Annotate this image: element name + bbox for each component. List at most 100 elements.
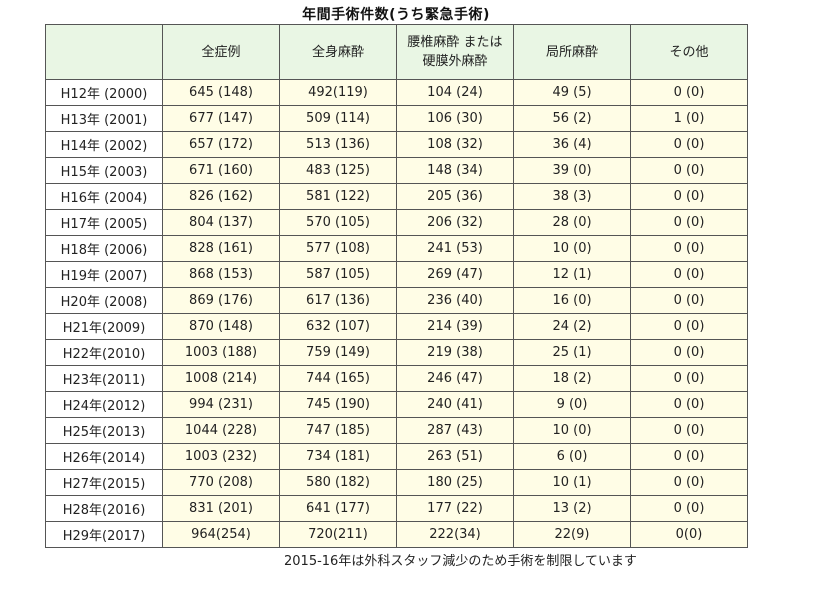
row-year: H19年 (2007) <box>45 261 163 288</box>
cell-general-anesthesia: 509 (114) <box>279 105 397 132</box>
table-row: H26年(2014) 1003 (232) 734 (181) 263 (51) 6 (… <box>45 443 748 470</box>
cell-total: 770 (208) <box>162 469 280 496</box>
cell-other: 1 (0) <box>630 105 748 132</box>
cell-total: 870 (148) <box>162 313 280 340</box>
footnote: 2015-16年は外科スタッフ減少のため手術を制限しています <box>284 554 637 569</box>
cell-other: 0 (0) <box>630 183 748 210</box>
cell-local-anesthesia: 16 (0) <box>513 287 631 314</box>
table-row: H19年 (2007) 868 (153) 587 (105) 269 (47) 12 … <box>45 261 748 288</box>
cell-general-anesthesia: 744 (165) <box>279 365 397 392</box>
row-year: H15年 (2003) <box>45 157 163 184</box>
cell-local-anesthesia: 24 (2) <box>513 313 631 340</box>
cell-general-anesthesia: 734 (181) <box>279 443 397 470</box>
cell-spinal-epidural: 241 (53) <box>396 235 514 262</box>
cell-general-anesthesia: 587 (105) <box>279 261 397 288</box>
header-general-anesthesia: 全身麻酔 <box>279 24 397 80</box>
table-row: H23年(2011) 1008 (214) 744 (165) 246 (47) 18 … <box>45 365 748 392</box>
row-year: H21年(2009) <box>45 313 163 340</box>
cell-general-anesthesia: 745 (190) <box>279 391 397 418</box>
row-year: H22年(2010) <box>45 339 163 366</box>
cell-other: 0 (0) <box>630 495 748 522</box>
header-spinal-epidural: 腰椎麻酔 または 硬膜外麻酔 <box>396 24 514 80</box>
cell-other: 0 (0) <box>630 131 748 158</box>
cell-total: 1003 (232) <box>162 443 280 470</box>
cell-total: 831 (201) <box>162 495 280 522</box>
table-row: H17年 (2005) 804 (137) 570 (105) 206 (32) 28 … <box>45 209 748 236</box>
cell-spinal-epidural: 269 (47) <box>396 261 514 288</box>
table-row: H14年 (2002) 657 (172) 513 (136) 108 (32) 36 … <box>45 131 748 158</box>
table-row: H21年(2009) 870 (148) 632 (107) 214 (39) 24 (… <box>45 313 748 340</box>
cell-total: 826 (162) <box>162 183 280 210</box>
cell-total: 869 (176) <box>162 287 280 314</box>
cell-general-anesthesia: 577 (108) <box>279 235 397 262</box>
table-row: H22年(2010) 1003 (188) 759 (149) 219 (38) 25 … <box>45 339 748 366</box>
row-year: H18年 (2006) <box>45 235 163 262</box>
cell-other: 0 (0) <box>630 313 748 340</box>
cell-spinal-epidural: 108 (32) <box>396 131 514 158</box>
cell-total: 671 (160) <box>162 157 280 184</box>
row-year: H23年(2011) <box>45 365 163 392</box>
cell-general-anesthesia: 580 (182) <box>279 469 397 496</box>
cell-spinal-epidural: 205 (36) <box>396 183 514 210</box>
row-year: H17年 (2005) <box>45 209 163 236</box>
cell-other: 0 (0) <box>630 79 748 106</box>
cell-spinal-epidural: 222(34) <box>396 521 514 548</box>
cell-total: 804 (137) <box>162 209 280 236</box>
header-local-anesthesia: 局所麻酔 <box>513 24 631 80</box>
cell-spinal-epidural: 180 (25) <box>396 469 514 496</box>
cell-spinal-epidural: 206 (32) <box>396 209 514 236</box>
cell-spinal-epidural: 177 (22) <box>396 495 514 522</box>
table-row: H15年 (2003) 671 (160) 483 (125) 148 (34) 39 … <box>45 157 748 184</box>
cell-total: 645 (148) <box>162 79 280 106</box>
cell-spinal-epidural: 263 (51) <box>396 443 514 470</box>
cell-local-anesthesia: 39 (0) <box>513 157 631 184</box>
table-row: H24年(2012) 994 (231) 745 (190) 240 (41) 9 (0… <box>45 391 748 418</box>
row-year: H24年(2012) <box>45 391 163 418</box>
cell-other: 0 (0) <box>630 235 748 262</box>
cell-local-anesthesia: 12 (1) <box>513 261 631 288</box>
cell-total: 657 (172) <box>162 131 280 158</box>
row-year: H29年(2017) <box>45 521 163 548</box>
table-row: H20年 (2008) 869 (176) 617 (136) 236 (40) 16 … <box>45 287 748 314</box>
cell-other: 0 (0) <box>630 443 748 470</box>
cell-general-anesthesia: 570 (105) <box>279 209 397 236</box>
table-row: H12年 (2000) 645 (148) 492(119) 104 (24) 49 (… <box>45 79 748 106</box>
cell-local-anesthesia: 10 (1) <box>513 469 631 496</box>
cell-general-anesthesia: 581 (122) <box>279 183 397 210</box>
cell-general-anesthesia: 720(211) <box>279 521 397 548</box>
header-total: 全症例 <box>162 24 280 80</box>
table-row: H13年 (2001) 677 (147) 509 (114) 106 (30) 56 … <box>45 105 748 132</box>
cell-spinal-epidural: 287 (43) <box>396 417 514 444</box>
table-row: H28年(2016) 831 (201) 641 (177) 177 (22) 13 (… <box>45 495 748 522</box>
row-year: H12年 (2000) <box>45 79 163 106</box>
header-row: 全症例 全身麻酔 腰椎麻酔 または 硬膜外麻酔 局所麻酔 その他 <box>45 24 748 80</box>
cell-total: 1008 (214) <box>162 365 280 392</box>
cell-local-anesthesia: 49 (5) <box>513 79 631 106</box>
cell-total: 677 (147) <box>162 105 280 132</box>
cell-other: 0 (0) <box>630 339 748 366</box>
cell-local-anesthesia: 22(9) <box>513 521 631 548</box>
cell-total: 868 (153) <box>162 261 280 288</box>
cell-spinal-epidural: 104 (24) <box>396 79 514 106</box>
row-year: H28年(2016) <box>45 495 163 522</box>
cell-local-anesthesia: 6 (0) <box>513 443 631 470</box>
cell-spinal-epidural: 219 (38) <box>396 339 514 366</box>
table-row: H25年(2013) 1044 (228) 747 (185) 287 (43) 10 … <box>45 417 748 444</box>
cell-total: 994 (231) <box>162 391 280 418</box>
cell-general-anesthesia: 759 (149) <box>279 339 397 366</box>
cell-local-anesthesia: 18 (2) <box>513 365 631 392</box>
table-row: H18年 (2006) 828 (161) 577 (108) 241 (53) 10 … <box>45 235 748 262</box>
cell-local-anesthesia: 38 (3) <box>513 183 631 210</box>
cell-spinal-epidural: 214 (39) <box>396 313 514 340</box>
cell-spinal-epidural: 240 (41) <box>396 391 514 418</box>
cell-total: 828 (161) <box>162 235 280 262</box>
cell-general-anesthesia: 632 (107) <box>279 313 397 340</box>
row-year: H26年(2014) <box>45 443 163 470</box>
cell-general-anesthesia: 492(119) <box>279 79 397 106</box>
cell-general-anesthesia: 617 (136) <box>279 287 397 314</box>
row-year: H13年 (2001) <box>45 105 163 132</box>
cell-other: 0 (0) <box>630 261 748 288</box>
row-year: H25年(2013) <box>45 417 163 444</box>
table-row: H29年(2017) 964(254) 720(211) 222(34) 22(9) 0(… <box>45 521 748 548</box>
